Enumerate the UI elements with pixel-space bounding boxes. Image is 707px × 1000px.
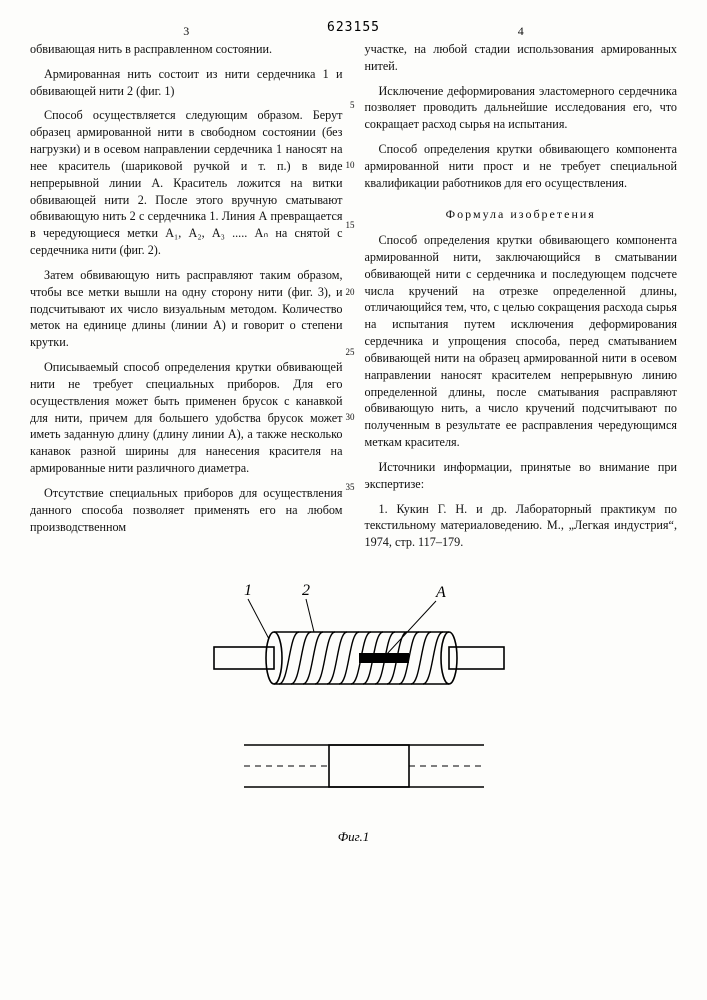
para: Исключение деформирования эластомерного … <box>365 83 678 133</box>
figure-1: 1 2 А <box>30 577 677 845</box>
page: 623155 3 обвивающая нить в расправленном… <box>0 0 707 1000</box>
ref-label-2: 2 <box>302 582 310 599</box>
document-number: 623155 <box>30 20 677 35</box>
figure-label: Фиг.1 <box>30 829 677 845</box>
para: Затем обвивающую нить расправляют таким … <box>30 267 343 351</box>
para: участке, на любой стадии использования а… <box>365 41 678 75</box>
line-number: 20 <box>346 286 355 298</box>
line-number: 10 <box>346 159 355 171</box>
para: Способ определения крутки обвивающего ко… <box>365 141 678 191</box>
para: Отсутствие специальных приборов для осущ… <box>30 485 343 535</box>
left-column: 3 обвивающая нить в расправленном состоя… <box>30 41 343 559</box>
formula-heading: Формула изобретения <box>365 206 678 223</box>
line-number: 30 <box>346 411 355 423</box>
para: Армированная нить состоит из нити сердеч… <box>30 66 343 100</box>
para: Описываемый способ определения крутки об… <box>30 359 343 477</box>
line-number: 5 <box>350 99 355 111</box>
para: Источники информации, принятые во вниман… <box>365 459 678 493</box>
ref-label-1: 1 <box>244 582 252 599</box>
ref-label-A: А <box>435 584 446 601</box>
para: Способ определения крутки обвивающего ко… <box>365 232 678 451</box>
line-number: 25 <box>346 346 355 358</box>
text-columns: 3 обвивающая нить в расправленном состоя… <box>30 41 677 559</box>
line-number: 15 <box>346 219 355 231</box>
right-col-number: 4 <box>518 23 524 40</box>
para: обвивающая нить в расправленном состояни… <box>30 41 343 58</box>
left-col-number: 3 <box>183 23 189 40</box>
right-column: 4 участке, на любой стадии использования… <box>365 41 678 559</box>
para: 1. Кукин Г. Н. и др. Лабораторный практи… <box>365 501 678 551</box>
line-number: 35 <box>346 481 355 493</box>
coil-diagram-svg: 1 2 А <box>174 577 534 827</box>
lower-schematic <box>244 745 484 787</box>
para: Способ осуществляется следующим образом.… <box>30 107 343 258</box>
dye-line-A <box>359 653 409 663</box>
